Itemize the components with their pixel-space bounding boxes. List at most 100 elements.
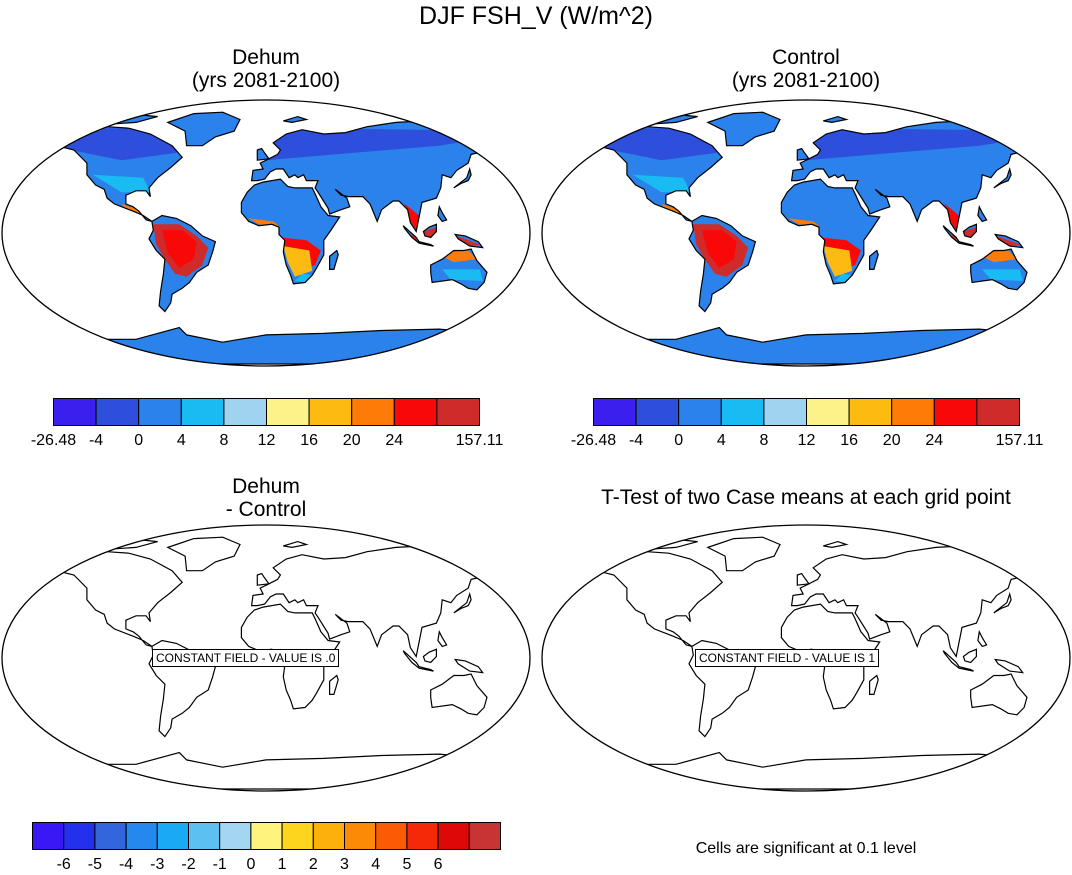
colorbar-dehum: -26.48 -4 0 4 8 12 16 20 24 157.11 <box>31 398 519 451</box>
coastline-australia <box>430 248 488 291</box>
coastline-greenland <box>166 111 241 147</box>
coastline-newZealand <box>1048 282 1065 301</box>
colorbar-tick-label: 0 <box>246 856 255 873</box>
coastline-newZealand <box>1048 707 1065 726</box>
colorbar-swatch <box>933 398 978 426</box>
land-uk <box>797 148 809 161</box>
panel-title-control-line1: Control <box>772 46 840 69</box>
coastline-africa <box>240 178 341 285</box>
constant-field-label-ttest: CONSTANT FIELD - VALUE IS 1 <box>695 649 880 667</box>
coastline-japan <box>993 591 1012 614</box>
coastline-indonesia <box>942 225 974 247</box>
map-border <box>1 99 531 367</box>
colorbar-swatch <box>156 822 190 850</box>
colorbar-swatch <box>219 822 252 850</box>
colorbar-swatch <box>891 398 935 426</box>
coastline-uk <box>796 572 810 586</box>
colorbar-tick-label: 4 <box>177 432 186 449</box>
colorbar-diff: -6 -5 -4 -3 -2 -1 0 1 2 3 4 5 6 <box>32 822 540 875</box>
constant-field-label-diff: CONSTANT FIELD - VALUE IS .0 <box>152 649 340 667</box>
colorbar-swatch <box>806 398 850 426</box>
coastline-philippines <box>977 629 988 648</box>
value-zone <box>982 269 1023 281</box>
colorbar-tick-label: -6 <box>57 856 71 873</box>
colorbar-swatch <box>125 822 158 850</box>
coastline-greenland <box>706 111 781 147</box>
colorbar-tick-label: 5 <box>402 856 411 873</box>
coastline-madagascar <box>329 674 339 695</box>
colorbar-tick-label: 157.11 <box>996 432 1044 449</box>
colorbar-swatch <box>344 822 377 850</box>
map-dehum <box>0 99 532 367</box>
coastline-greenland <box>166 536 241 572</box>
panel-title-ttest-line1: T-Test of two Case means at each grid po… <box>601 486 1011 509</box>
coastline-indonesia <box>402 225 434 247</box>
coastline-northAmerica <box>562 126 724 222</box>
colorbar-swatch <box>312 822 345 850</box>
colorbar-tick-label: -1 <box>213 856 227 873</box>
coastline-greenland <box>706 536 781 572</box>
coastline-borneo <box>962 223 977 239</box>
colorbar-swatch <box>281 822 314 850</box>
coastline-northAmerica <box>22 551 184 647</box>
colorbar-tick-label: -4 <box>629 432 643 449</box>
land-newZealand <box>508 283 524 300</box>
colorbar-swatch <box>188 822 221 850</box>
coastline-newGuinea <box>453 658 485 674</box>
coastline-japan <box>993 166 1012 189</box>
colorbar-swatch <box>94 822 127 850</box>
value-zone <box>702 230 737 268</box>
coastline-madagascar <box>869 674 879 695</box>
land-uk <box>257 148 269 161</box>
coastline-madagascar <box>329 249 339 270</box>
colorbar-swatch <box>138 398 182 426</box>
coastline-philippines <box>977 204 988 223</box>
coastline-uk <box>256 572 270 586</box>
colorbar-tick-label: -3 <box>150 856 164 873</box>
value-zone <box>442 269 483 281</box>
colorbar-tick-label: -26.48 <box>571 432 616 449</box>
colorbar-control: -26.48 -4 0 4 8 12 16 20 24 157.11 <box>571 398 1059 451</box>
value-zone <box>92 174 151 193</box>
coastline-australia <box>970 248 1028 291</box>
colorbar-tick-label: 157.11 <box>456 432 504 449</box>
panel-title-diff: Dehum - Control <box>136 475 396 521</box>
colorbar-swatch <box>678 398 722 426</box>
coastline-africa <box>780 178 881 285</box>
coastline-uk <box>256 147 270 161</box>
colorbar-swatch <box>468 822 501 850</box>
coastline-borneo <box>422 648 437 664</box>
colorbar-tick-label: -26.48 <box>31 432 76 449</box>
colorbar-swatch <box>720 398 765 426</box>
colorbar-swatch <box>393 398 438 426</box>
colorbar-tick-label: 4 <box>717 432 726 449</box>
colorbar-tick-label: 4 <box>371 856 380 873</box>
land-newZealand <box>1048 283 1064 300</box>
coastline-svalbard <box>823 115 849 124</box>
coastline-indonesia <box>402 650 434 672</box>
colorbar-tick-label: 0 <box>134 432 143 449</box>
coastline-svalbard <box>283 540 309 549</box>
colorbar-swatch <box>593 398 637 426</box>
colorbar-swatch <box>406 822 439 850</box>
colorbar-tick-label: 8 <box>219 432 228 449</box>
coastline-japan <box>453 166 472 189</box>
coastline-borneo <box>962 648 977 664</box>
colorbar-swatch <box>308 398 353 426</box>
coastline-newGuinea <box>993 658 1025 674</box>
colorbar-tick-label: 0 <box>674 432 683 449</box>
colorbar-tick-label: 6 <box>434 856 443 873</box>
coastline-southAmerica <box>688 214 757 313</box>
panel-title-ttest: T-Test of two Case means at each grid po… <box>540 486 1072 509</box>
coastline-newZealand <box>508 707 525 726</box>
figure-title: DJF FSH_V (W/m^2) <box>419 2 653 30</box>
map-border <box>541 524 1071 792</box>
colorbar-tick-label: 12 <box>798 432 816 449</box>
coastline-philippines <box>437 204 448 223</box>
colorbar-swatch <box>266 398 310 426</box>
colorbar-tick-label: 1 <box>278 856 287 873</box>
colorbar-swatch <box>250 822 283 850</box>
colorbar-swatch <box>53 398 97 426</box>
colorbar-tick-label: 3 <box>340 856 349 873</box>
colorbar-tick-label: -4 <box>119 856 133 873</box>
